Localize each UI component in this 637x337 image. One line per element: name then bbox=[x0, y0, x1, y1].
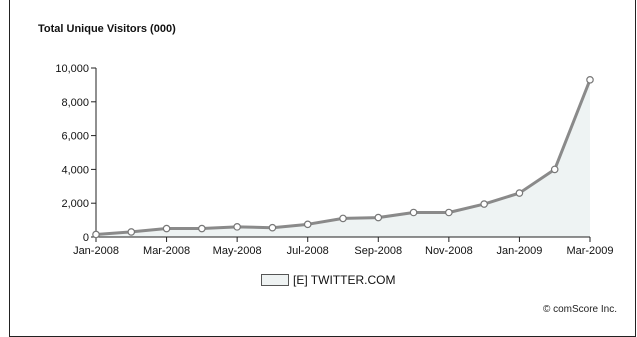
copyright-credit: © comScore Inc. bbox=[542, 304, 617, 315]
data-point bbox=[445, 208, 453, 217]
data-point bbox=[586, 76, 594, 84]
series-area bbox=[96, 79, 590, 237]
y-tick-label: 4,000 bbox=[61, 164, 89, 176]
x-tick-label: Nov-2008 bbox=[425, 245, 473, 257]
x-tick-label: Jan-2008 bbox=[73, 245, 119, 257]
data-point bbox=[268, 223, 277, 232]
data-point bbox=[198, 224, 206, 233]
chart-title: Total Unique Visitors (000) bbox=[38, 23, 176, 35]
x-tick-label: Sep-2008 bbox=[354, 245, 402, 257]
data-point bbox=[127, 228, 136, 236]
legend-label: [E] TWITTER.COM bbox=[293, 273, 396, 287]
legend: [E] TWITTER.COM bbox=[261, 273, 395, 287]
data-point bbox=[480, 200, 488, 208]
y-tick-label: 8,000 bbox=[61, 97, 89, 109]
data-point bbox=[550, 165, 559, 174]
data-point bbox=[233, 223, 241, 231]
data-point bbox=[409, 208, 418, 217]
data-point bbox=[92, 230, 100, 239]
x-tick-label: Mar-2009 bbox=[566, 245, 613, 257]
data-point bbox=[162, 224, 171, 233]
data-point bbox=[339, 214, 347, 223]
data-point bbox=[303, 220, 312, 229]
x-tick-label: Jan-2009 bbox=[496, 245, 542, 257]
data-point bbox=[515, 189, 524, 197]
y-tick-label: 2,000 bbox=[61, 198, 89, 210]
y-tick-label: 10,000 bbox=[55, 63, 89, 75]
data-point bbox=[374, 213, 383, 222]
y-tick-label: 0 bbox=[83, 232, 89, 244]
x-tick-label: Mar-2008 bbox=[143, 245, 190, 257]
legend-swatch bbox=[261, 274, 289, 286]
y-tick-label: 6,000 bbox=[61, 131, 89, 143]
x-tick-label: May-2008 bbox=[213, 245, 262, 257]
x-tick-label: Jul-2008 bbox=[287, 245, 329, 257]
